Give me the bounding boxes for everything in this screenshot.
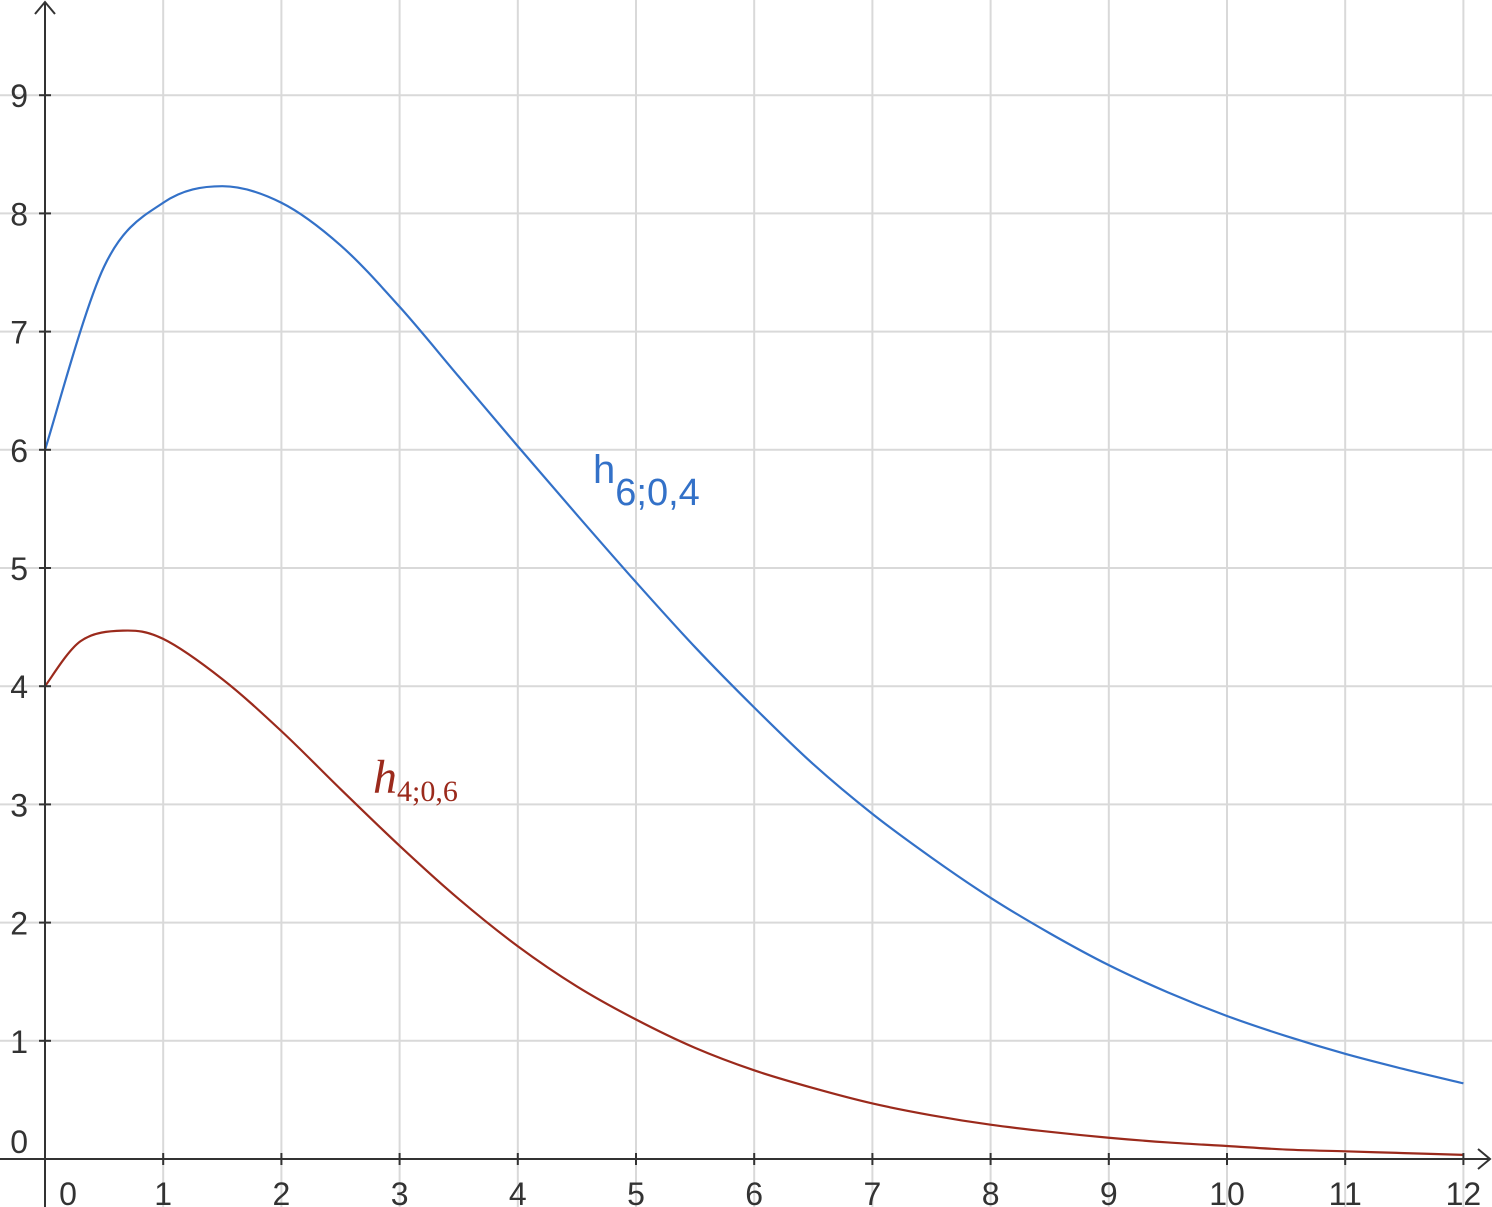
y-tick-label-4: 4 xyxy=(10,669,28,705)
y-tick-label-1: 1 xyxy=(10,1024,28,1060)
y-tick-labels: 0 1 2 3 4 5 6 7 8 9 xyxy=(10,78,51,1160)
x-tick-label-0: 0 xyxy=(59,1176,77,1207)
y-tick-label-3: 3 xyxy=(10,787,28,823)
y-tick-label-0: 0 xyxy=(10,1124,28,1160)
y-tick-label-2: 2 xyxy=(10,906,28,942)
y-tick-label-8: 8 xyxy=(10,196,28,232)
x-tick-label-5: 5 xyxy=(627,1176,645,1207)
series-label-h4-main: h xyxy=(373,751,397,804)
x-tick-label-8: 8 xyxy=(982,1176,1000,1207)
x-tick-label-6: 6 xyxy=(745,1176,763,1207)
series-label-h4: h4;0,6 xyxy=(373,751,458,808)
y-tick-label-5: 5 xyxy=(10,551,28,587)
x-tick-label-3: 3 xyxy=(391,1176,409,1207)
x-tick-label-10: 10 xyxy=(1209,1176,1245,1207)
x-tick-label-1: 1 xyxy=(154,1176,172,1207)
curves xyxy=(43,185,1464,1156)
series-label-h6-sub: 6;0,4 xyxy=(615,472,700,514)
series-label-h6: h6;0,4 xyxy=(593,448,700,514)
x-tick-label-11: 11 xyxy=(1329,1176,1362,1207)
series-label-h6-main: h xyxy=(593,448,615,492)
y-tick-label-7: 7 xyxy=(10,315,28,351)
x-axis-arrow-icon xyxy=(1477,1148,1492,1170)
y-tick-label-9: 9 xyxy=(10,78,28,114)
x-tick-label-7: 7 xyxy=(864,1176,882,1207)
y-tick-label-6: 6 xyxy=(10,433,28,469)
x-tick-labels: 0 1 2 3 4 5 6 7 8 9 10 11 12 xyxy=(59,1153,1481,1207)
x-tick-label-4: 4 xyxy=(509,1176,527,1207)
x-tick-label-2: 2 xyxy=(273,1176,291,1207)
series-label-h4-sub: 4;0,6 xyxy=(397,775,458,808)
x-tick-label-12: 12 xyxy=(1446,1176,1482,1207)
y-axis-arrow-icon xyxy=(34,0,56,15)
series-curve-1 xyxy=(44,629,1464,1156)
series-curve-0 xyxy=(43,185,1464,1085)
x-tick-label-9: 9 xyxy=(1100,1176,1118,1207)
